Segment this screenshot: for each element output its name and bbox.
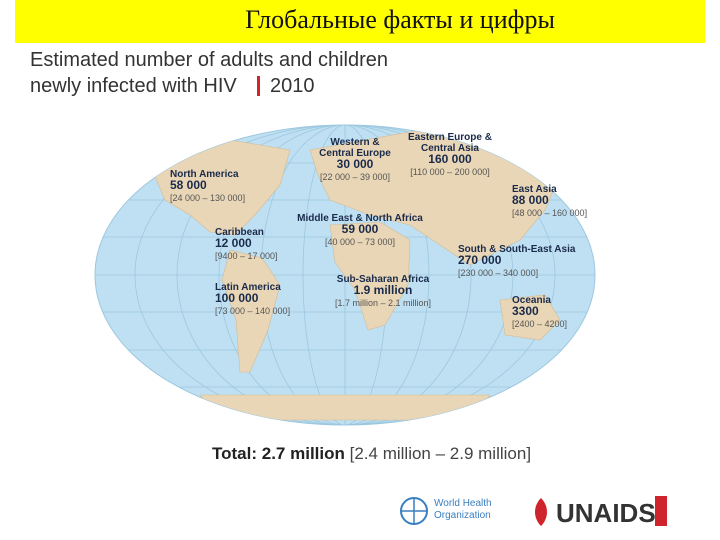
region-name: Caribbean [215, 227, 264, 238]
region-value: 30 000 [337, 157, 374, 171]
heading-year: 2010 [270, 75, 315, 97]
region-value: 12 000 [215, 236, 252, 250]
region-value: 270 000 [458, 253, 502, 267]
region-range: [40 000 – 73 000] [325, 237, 395, 247]
region-value: 160 000 [428, 152, 472, 166]
region-range: [22 000 – 39 000] [320, 172, 390, 182]
total-label: Total: [212, 444, 257, 463]
total-range: [2.4 million – 2.9 million] [350, 444, 531, 463]
region-value: 1.9 million [354, 283, 413, 297]
region-value: 88 000 [512, 193, 549, 207]
who-logo: World Health Organization [400, 497, 492, 525]
heading: Estimated number of adults and children [30, 49, 388, 71]
region-value: 100 000 [215, 291, 259, 305]
total: Total: 2.7 million [2.4 million – 2.9 mi… [212, 444, 531, 463]
slide-title: Глобальные факты и цифры [245, 5, 555, 34]
region-name: Sub-Saharan Africa [337, 274, 430, 285]
region-range: [1.7 million – 2.1 million] [335, 298, 431, 308]
region-value: 59 000 [342, 222, 379, 236]
total-value: 2.7 million [262, 444, 345, 463]
who-name: World Health Organization [434, 498, 492, 521]
region-name: Latin America [215, 282, 281, 293]
separator [257, 76, 260, 96]
region-name: East Asia [512, 184, 557, 195]
unaids-logo: UNAIDS [535, 496, 667, 528]
region-range: [24 000 – 130 000] [170, 193, 245, 203]
region-range: [2400 – 4200] [512, 319, 567, 329]
region-value: 3300 [512, 304, 539, 318]
region-range: [110 000 – 200 000] [410, 167, 489, 177]
region-name: North America [170, 169, 239, 180]
region-value: 58 000 [170, 178, 207, 192]
region-range: [9400 – 17 000] [215, 251, 278, 261]
heading: newly infected with HIV [30, 75, 237, 97]
region-name: Oceania [512, 295, 551, 306]
unaids-name: UNAIDS [556, 498, 656, 528]
region-name: Western & Central Europe [319, 137, 391, 159]
world-map [94, 124, 596, 426]
region-name: Eastern Europe & Central Asia [408, 132, 492, 154]
region-range: [230 000 – 340 000] [458, 268, 538, 278]
header-bar [15, 0, 705, 43]
region-range: [48 000 – 160 000] [512, 208, 587, 218]
region-range: [73 000 – 140 000] [215, 306, 290, 316]
region-name: South & South-East Asia [458, 244, 576, 255]
region-name: Middle East & North Africa [297, 213, 423, 224]
